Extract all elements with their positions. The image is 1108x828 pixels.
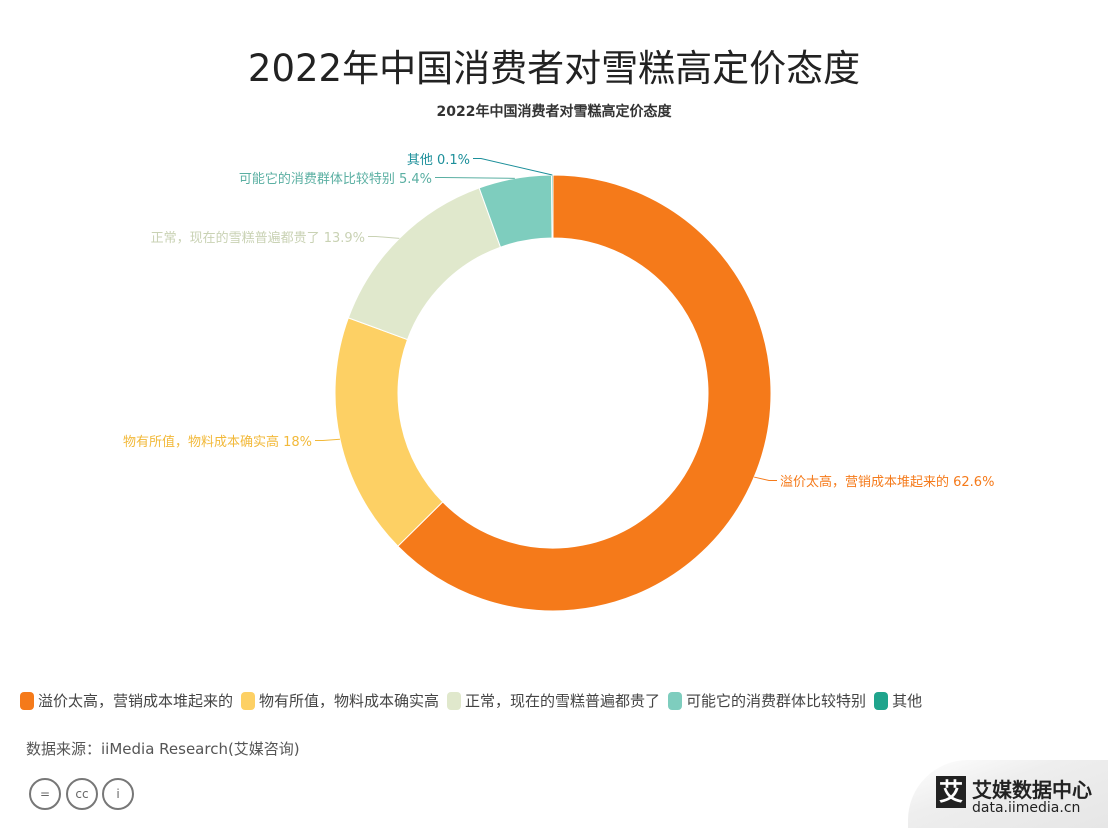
legend: 溢价太高，营销成本堆起来的 物有所值，物料成本确实高 正常，现在的雪糕普遍都贵了…: [20, 690, 922, 711]
logo-name: 艾媒数据中心: [972, 778, 1092, 802]
legend-item[interactable]: 其他: [874, 690, 922, 711]
legend-item[interactable]: 可能它的消费群体比较特别: [668, 690, 866, 711]
cc-license-icon: cc: [66, 778, 98, 810]
slice-label: 可能它的消费群体比较特别 5.4%: [238, 172, 432, 187]
legend-label: 物有所值，物料成本确实高: [259, 692, 440, 710]
donut-slice[interactable]: [347, 187, 502, 341]
leader-line: [435, 177, 515, 179]
donut-slice[interactable]: [551, 174, 554, 239]
legend-swatch: [874, 691, 889, 710]
page-title: 2022年中国消费者对雪糕高定价态度: [247, 47, 861, 90]
slice-label: 物有所值，物料成本确实高 18%: [122, 435, 312, 450]
iimedia-logo: 艾 艾媒数据中心 data.iimedia.cn: [908, 760, 1108, 828]
logo-mark: 艾: [936, 776, 966, 808]
legend-label: 其他: [892, 692, 923, 710]
data-source: 数据来源：iiMedia Research(艾媒咨询): [26, 740, 300, 758]
legend-item[interactable]: 正常，现在的雪糕普遍都贵了: [447, 690, 660, 711]
leader-line: [315, 438, 340, 441]
donut-chart: [315, 158, 777, 612]
legend-swatch: [668, 691, 683, 710]
chart-title: 2022年中国消费者对雪糕高定价态度: [436, 104, 672, 120]
legend-swatch: [241, 691, 256, 710]
legend-swatch: [20, 691, 34, 710]
legend-label: 溢价太高，营销成本堆起来的: [38, 692, 234, 710]
leader-line: [473, 158, 553, 176]
legend-label: 可能它的消费群体比较特别: [686, 692, 867, 710]
slice-label: 其他 0.1%: [406, 153, 470, 168]
slice-label: 溢价太高，营销成本堆起来的 62.6%: [780, 475, 995, 490]
equals-license-icon: =: [29, 778, 61, 810]
donut-slice[interactable]: [397, 174, 772, 612]
legend-swatch: [447, 691, 462, 710]
slice-label: 正常，现在的雪糕普遍都贵了 13.9%: [150, 231, 365, 246]
attribution-icon: i: [102, 778, 134, 810]
logo-url: data.iimedia.cn: [972, 800, 1081, 816]
donut-slice[interactable]: [334, 317, 444, 547]
legend-item[interactable]: 溢价太高，营销成本堆起来的: [20, 690, 233, 711]
leader-line: [368, 236, 400, 239]
legend-item[interactable]: 物有所值，物料成本确实高: [241, 690, 439, 711]
legend-label: 正常，现在的雪糕普遍都贵了: [465, 692, 661, 710]
leader-line: [754, 476, 777, 481]
